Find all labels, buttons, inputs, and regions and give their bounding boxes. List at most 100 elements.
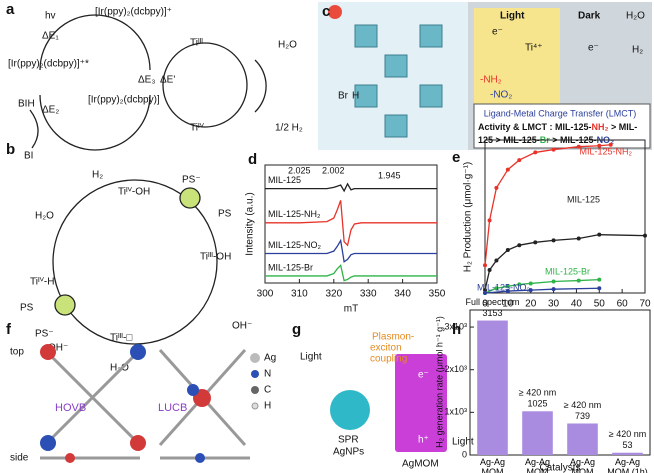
y-tick-label: 1x10³ bbox=[444, 407, 467, 417]
bar bbox=[477, 320, 508, 455]
panel-label: b bbox=[6, 141, 15, 158]
arrow bbox=[29, 109, 39, 149]
x-tick-label: 320 bbox=[325, 289, 342, 300]
label: H₂O bbox=[35, 211, 54, 222]
label: BI bbox=[24, 151, 33, 162]
label: e⁻ bbox=[492, 27, 503, 38]
data-point bbox=[597, 143, 602, 148]
annotation: 2.025 bbox=[288, 165, 311, 175]
label: Tiᴵᴵᴵ bbox=[190, 38, 203, 49]
label: Tiᴵᴵᴵ-□ bbox=[110, 333, 132, 344]
light-region bbox=[474, 8, 560, 106]
label: ΔE' bbox=[160, 75, 175, 86]
label: AgNPs bbox=[333, 447, 364, 458]
data-point bbox=[533, 150, 538, 155]
series-line bbox=[265, 238, 437, 263]
label: 1/2 H₂ bbox=[275, 123, 303, 134]
label: exciton bbox=[370, 343, 402, 354]
data-point bbox=[576, 278, 581, 283]
label: Plasmon- bbox=[372, 332, 414, 343]
label: AgMOM bbox=[402, 459, 439, 470]
x-tick-label: 40 bbox=[571, 299, 583, 310]
x-tick-label: 310 bbox=[291, 289, 308, 300]
label: -NH₂ bbox=[480, 75, 502, 86]
cycle bbox=[162, 42, 248, 128]
value-label: 53 bbox=[622, 440, 632, 450]
label: PS bbox=[20, 303, 34, 314]
panel-label: e bbox=[452, 149, 460, 166]
plot-frame bbox=[264, 164, 438, 284]
value-label: 1025 bbox=[527, 399, 547, 409]
series-label: MIL-125-NH₂ bbox=[579, 146, 632, 156]
label: H₂O bbox=[626, 11, 645, 22]
data-point bbox=[505, 284, 510, 289]
series-label: MIL-125-NO₂ bbox=[477, 282, 531, 292]
x-tick-label: 300 bbox=[257, 289, 274, 300]
label: H₂O bbox=[110, 363, 129, 374]
label: ΔE₁ bbox=[42, 31, 59, 42]
label: Light bbox=[300, 352, 322, 363]
icon bbox=[54, 294, 76, 316]
series-label: MIL-125-Br bbox=[268, 262, 313, 272]
y-tick-label: 2x10³ bbox=[444, 364, 467, 374]
label: PS⁻ bbox=[35, 329, 54, 340]
label: top bbox=[10, 347, 24, 358]
x-tick-label: 70 bbox=[639, 299, 651, 310]
label: Ti⁴⁺ bbox=[525, 43, 543, 54]
label: H₂ bbox=[632, 45, 643, 56]
label: Tiᴵⱽ bbox=[190, 123, 205, 134]
label: Dark bbox=[578, 11, 601, 22]
data-point bbox=[487, 218, 492, 223]
label: ΔE₂ bbox=[42, 105, 59, 116]
panel-label: g bbox=[292, 321, 301, 338]
agmom-block bbox=[395, 354, 447, 452]
cycle-arc bbox=[254, 59, 267, 113]
bar bbox=[612, 452, 643, 455]
label: LUCB bbox=[158, 402, 187, 414]
data-point bbox=[494, 185, 499, 190]
caption-part: > MIL- bbox=[609, 122, 638, 132]
bar bbox=[567, 423, 598, 455]
label: H bbox=[264, 401, 271, 412]
label: e⁻ bbox=[418, 370, 429, 381]
panel-label: h bbox=[452, 321, 461, 338]
icon bbox=[179, 187, 201, 209]
data-point bbox=[505, 247, 510, 252]
panel-label: a bbox=[6, 1, 15, 18]
series-label: MIL-125-Br bbox=[545, 266, 590, 276]
value-label: 739 bbox=[575, 411, 590, 421]
label: hv bbox=[45, 11, 56, 22]
panel-label: f bbox=[6, 321, 12, 338]
label: PS bbox=[218, 209, 232, 220]
panel-b bbox=[52, 179, 218, 345]
x-tick-label: 50 bbox=[594, 299, 606, 310]
sun-icon bbox=[328, 5, 342, 19]
data-point bbox=[505, 167, 510, 172]
annotation: ≥ 420 nm bbox=[564, 400, 601, 410]
y-axis-label: H₂ Production (μmol·g⁻¹) bbox=[463, 162, 474, 273]
label: OH⁻ bbox=[232, 321, 252, 332]
label: H bbox=[352, 91, 359, 102]
label: Tiᴵⱽ-H bbox=[30, 277, 55, 288]
data-point bbox=[643, 233, 647, 238]
agnp bbox=[330, 390, 370, 430]
plot-frame bbox=[484, 139, 646, 294]
annotation: ≥ 420 nm bbox=[609, 429, 646, 439]
label: h⁺ bbox=[418, 435, 429, 446]
annotation: Full spectrum bbox=[465, 297, 519, 307]
annotation: 2.002 bbox=[322, 165, 345, 175]
data-point bbox=[576, 236, 581, 241]
x-tick-label: Ag-Ag MOM (20h) bbox=[569, 457, 595, 473]
data-point bbox=[597, 286, 602, 291]
legend-dot bbox=[251, 402, 259, 410]
x-tick-label: 330 bbox=[360, 289, 377, 300]
series-label: MIL-125-NH₂ bbox=[268, 209, 321, 219]
label: HOVB bbox=[55, 402, 86, 414]
label: Br bbox=[338, 91, 349, 102]
data-point bbox=[494, 286, 499, 291]
series-label: MIL-125 bbox=[268, 175, 301, 185]
cycle-arc bbox=[39, 14, 151, 71]
y-axis-label: H₂ generation rate (μmol h⁻¹ g⁻¹) bbox=[434, 316, 444, 448]
x-tick-label: Ag-Ag MOM (1h) bbox=[607, 457, 648, 473]
